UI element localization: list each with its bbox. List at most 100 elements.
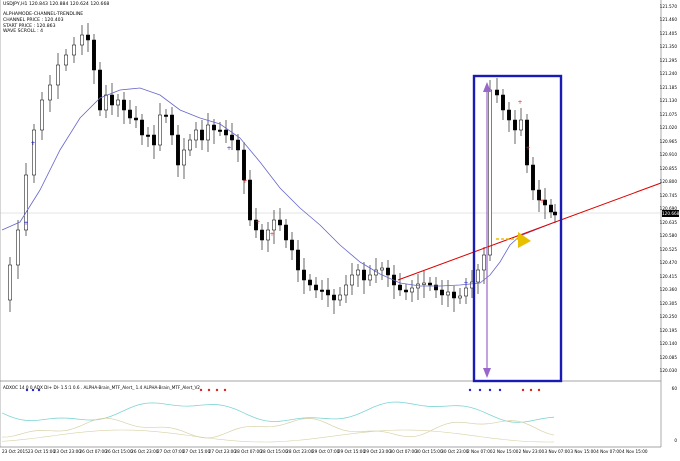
red-signal-dot: [223, 388, 227, 392]
candle-body: [110, 94, 114, 106]
red-signal-dot: [199, 388, 203, 392]
time-tick-label: 26 Oct 15:00: [105, 449, 133, 454]
time-tick-label: 26 Oct 07:00: [79, 449, 107, 454]
blue-signal-dot: [31, 388, 35, 392]
current-price-label: 120.668: [662, 210, 680, 217]
moving-average-line: [1, 87, 556, 287]
candle-body: [56, 64, 60, 86]
buy-signal-marker: +: [463, 280, 468, 287]
candle-body: [278, 219, 282, 226]
candle-body: [254, 219, 258, 231]
candle-body: [176, 134, 180, 166]
sell-signal-marker: +: [242, 178, 247, 185]
candle-body: [476, 269, 480, 283]
candle-body: [200, 129, 204, 141]
candle-body: [488, 89, 492, 256]
sell-signal-marker: +: [255, 219, 260, 226]
price-tick-label: 120.140: [659, 341, 677, 347]
price-tick-label: 120.965: [659, 138, 677, 144]
candle-body: [296, 249, 300, 271]
price-tick-label: 121.185: [659, 84, 677, 90]
time-tick-label: 27 Oct 23:00: [208, 449, 236, 454]
price-tick-label: 120.030: [659, 368, 677, 373]
blue-signal-dot: [498, 388, 502, 392]
price-tick-label: 120.360: [659, 287, 677, 293]
time-tick-label: 23 Oct 2015: [2, 449, 28, 454]
price-tick-label: 121.350: [659, 44, 677, 50]
price-tick-label: 121.020: [659, 125, 677, 131]
candle-body: [525, 119, 529, 166]
buy-signal-marker: +: [23, 220, 28, 227]
candle-body: [464, 287, 468, 297]
time-tick-label: 3 Nov 15:00: [570, 449, 596, 454]
price-tick-label: 120.085: [659, 354, 677, 360]
price-tick-label: 120.855: [659, 165, 677, 171]
candle-body: [242, 149, 246, 181]
blue-signal-dot: [37, 388, 41, 392]
time-tick-label: 3 Nov 07:00: [544, 449, 571, 454]
time-tick-label: 2 Nov 23:00: [518, 449, 545, 454]
channel-trendline: [397, 182, 662, 281]
price-tick-label: 120.910: [659, 152, 677, 158]
candle-body: [519, 119, 523, 131]
adx-line: [1, 401, 555, 423]
candle-body: [122, 99, 126, 111]
candle-body: [507, 109, 511, 121]
sell-signal-marker: +: [525, 145, 530, 152]
candle-body: [116, 99, 120, 106]
candle-body: [182, 149, 186, 166]
red-signal-dot: [537, 388, 541, 392]
candle-body: [236, 139, 240, 151]
candle-body: [8, 264, 12, 301]
candle-body: [104, 94, 108, 111]
candle-body: [362, 269, 366, 281]
candle-body: [410, 287, 414, 293]
candle-body: [344, 284, 348, 296]
candle-body: [350, 274, 354, 286]
time-tick-label: 29 Oct 07:00: [312, 449, 340, 454]
price-tick-label: 121.130: [659, 98, 677, 104]
red-signal-dot: [529, 388, 533, 392]
indicator-label: ALPHAMODE-CHANNEL-TRENDLINE: [3, 12, 84, 17]
candle-body: [260, 229, 264, 241]
di-minus-line: [1, 429, 555, 443]
price-tick-label: 120.745: [659, 192, 677, 198]
candle-body: [152, 134, 156, 146]
range-arrow-head-down: [483, 368, 491, 378]
candle-body: [308, 279, 312, 286]
candle-body: [482, 254, 486, 271]
time-tick-label: 4 Nov 15:00: [622, 449, 648, 454]
red-signal-dot: [215, 388, 219, 392]
time-tick-label: 30 Oct 07:00: [389, 449, 417, 454]
price-tick-label: 120.635: [659, 219, 677, 225]
candle-body: [218, 129, 222, 132]
candle-body: [80, 34, 84, 46]
price-tick-label: 120.415: [659, 273, 677, 279]
sub-window-title: ADXOC 14 0 0 ADX DI+ DI- 1.5:1 0.6 . ALP…: [3, 385, 200, 390]
price-tick-label: 120.470: [659, 260, 677, 266]
sell-signal-marker: +: [539, 198, 544, 205]
price-tick-label: 120.800: [659, 179, 677, 185]
red-signal-dot: [207, 388, 211, 392]
price-tick-label: 121.075: [659, 111, 677, 117]
candle-body: [434, 284, 438, 291]
candle-body: [64, 54, 68, 66]
sub-window-tick: 0: [674, 438, 677, 443]
candle-body: [188, 139, 192, 151]
time-tick-label: 27 Oct 15:00: [182, 449, 211, 454]
price-tick-label: 121.405: [659, 30, 677, 36]
candle-body: [386, 267, 390, 276]
candle-body: [495, 89, 499, 96]
candle-body: [40, 99, 44, 131]
candle-body: [16, 229, 20, 266]
time-tick-label: 28 Oct 15:00: [260, 449, 288, 454]
candle-body: [314, 284, 318, 291]
time-tick-label: 26 Oct 23:00: [131, 449, 159, 454]
candle-body: [194, 129, 198, 141]
candle-body: [158, 114, 162, 146]
blue-signal-dot: [478, 388, 482, 392]
candle-body: [164, 114, 168, 117]
candle-body: [284, 224, 288, 241]
